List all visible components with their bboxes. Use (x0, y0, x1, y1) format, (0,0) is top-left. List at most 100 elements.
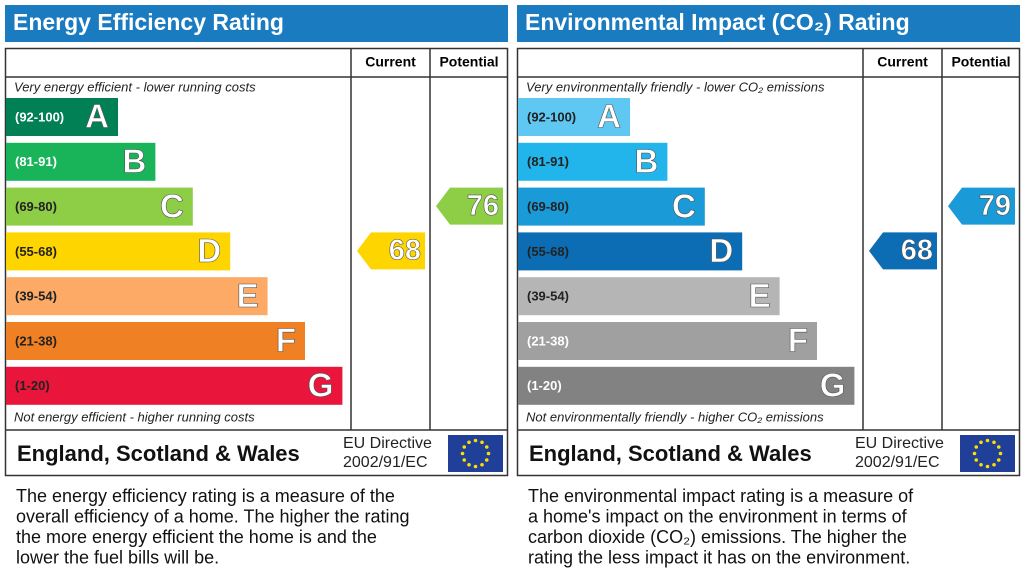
band-range: (1-20) (15, 378, 50, 393)
flag-star (979, 440, 983, 445)
directive-label: 2002/91/EC (343, 454, 428, 471)
band-letter: F (276, 322, 296, 359)
band-range: (69-80) (15, 199, 57, 214)
description-line: the more energy efficient the home is an… (16, 527, 377, 547)
flag-star (972, 451, 977, 456)
column-header: Potential (951, 54, 1010, 70)
band-range: (21-38) (527, 333, 569, 348)
band-letter: G (308, 367, 334, 404)
band-range: (55-68) (527, 244, 569, 259)
flag-star (979, 462, 983, 467)
rating-band (6, 187, 193, 226)
flag-star (996, 445, 1001, 449)
rating-arrow (948, 187, 1015, 225)
flag-star (467, 440, 471, 445)
top-caption: Very environmentally friendly - lower CO… (526, 79, 825, 94)
band-range: (92-100) (15, 109, 64, 124)
flag-star (486, 451, 491, 456)
title-bar (517, 5, 1020, 42)
rating-band (518, 232, 743, 271)
title-bar (5, 5, 508, 42)
directive-label: EU Directive (855, 435, 944, 452)
flag-star (974, 458, 979, 462)
rating-value: 79 (979, 190, 1011, 222)
rating-band (6, 277, 268, 316)
column-header: Current (365, 54, 416, 70)
band-range: (39-54) (15, 289, 57, 304)
band-letter: G (820, 367, 846, 404)
band-letter: E (237, 277, 259, 314)
rating-value: 68 (389, 235, 421, 267)
band-letter: F (788, 322, 808, 359)
rating-band (6, 322, 305, 360)
flag-star (484, 445, 489, 449)
panel-title: Environmental Impact (CO₂) Rating (525, 9, 910, 35)
flag-star (484, 458, 489, 462)
band-letter: D (197, 232, 221, 269)
rating-band (518, 98, 630, 136)
band-range: (1-20) (527, 378, 562, 393)
band-letter: B (123, 143, 147, 180)
band-range: (21-38) (15, 333, 57, 348)
table-frame (4, 47, 509, 477)
band-range: (55-68) (15, 244, 57, 259)
rating-band (518, 142, 668, 181)
bottom-caption: Not environmentally friendly - higher CO… (526, 409, 824, 424)
flag-star (473, 464, 478, 469)
rating-arrow (869, 232, 937, 270)
band-letter: C (672, 187, 696, 224)
description-line: a home's impact on the environment in te… (528, 506, 908, 526)
rating-band (518, 277, 780, 316)
flag-star (462, 445, 467, 449)
rating-arrow (357, 232, 425, 270)
column-header: Current (877, 54, 928, 70)
rating-band (518, 366, 855, 405)
description-line: The energy efficiency rating is a measur… (16, 486, 395, 506)
rating-band (518, 187, 705, 226)
flag-star (473, 438, 478, 443)
description-line: overall efficiency of a home. The higher… (16, 506, 410, 526)
rating-band (6, 366, 343, 405)
flag-star (467, 462, 471, 467)
bottom-caption: Not energy efficient - higher running co… (14, 409, 255, 424)
flag-star (996, 458, 1001, 462)
flag-star (974, 445, 979, 449)
flag-star (985, 438, 990, 443)
flag-star (480, 462, 484, 467)
column-header: Potential (439, 54, 498, 70)
band-letter: C (160, 187, 184, 224)
panel-title: Energy Efficiency Rating (13, 9, 284, 35)
top-caption: Very energy efficient - lower running co… (14, 79, 256, 94)
flag-star (985, 464, 990, 469)
band-letter: D (709, 232, 733, 269)
table-frame (516, 47, 1021, 477)
flag-star (992, 440, 996, 445)
rating-band (6, 98, 118, 136)
directive-label: EU Directive (343, 435, 432, 452)
rating-band (6, 142, 156, 181)
region-label: England, Scotland & Wales (17, 441, 300, 466)
flag-star (480, 440, 484, 445)
region-label: England, Scotland & Wales (529, 441, 812, 466)
band-range: (39-54) (527, 289, 569, 304)
band-letter: B (635, 143, 659, 180)
description-line: carbon dioxide (CO₂) emissions. The high… (528, 527, 907, 547)
directive-label: 2002/91/EC (855, 454, 940, 471)
description-line: lower the fuel bills will be. (16, 547, 219, 567)
band-range: (92-100) (527, 109, 576, 124)
description-line: The environmental impact rating is a mea… (528, 486, 914, 506)
flag-star (460, 451, 465, 456)
band-letter: E (749, 277, 771, 314)
band-range: (81-91) (15, 154, 57, 169)
flag-star (462, 458, 467, 462)
rating-arrow (436, 187, 503, 225)
rating-band (6, 232, 231, 271)
rating-panel: Environmental Impact (CO₂) Rating Current… (516, 5, 1021, 567)
flag-star (998, 451, 1003, 456)
band-range: (81-91) (527, 154, 569, 169)
band-letter: A (597, 98, 621, 135)
band-letter: A (85, 98, 109, 135)
flag-star (992, 462, 996, 467)
description-line: rating the less impact it has on the env… (528, 547, 910, 567)
